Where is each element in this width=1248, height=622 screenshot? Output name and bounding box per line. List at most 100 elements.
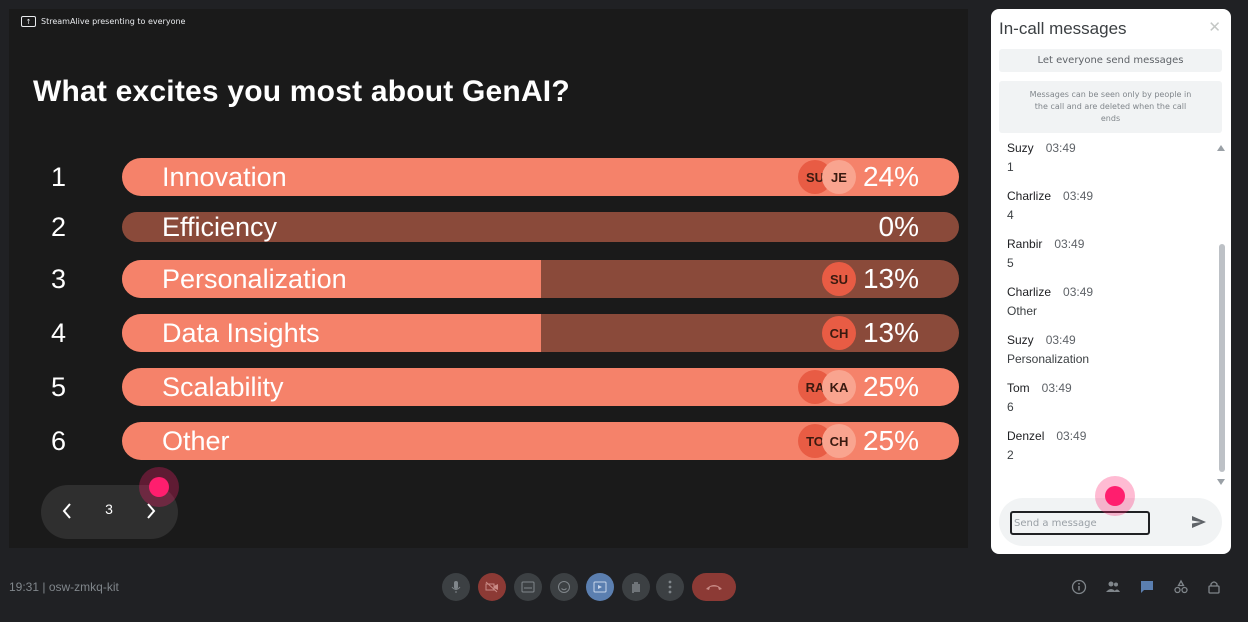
poll-option-number: 4 [51,317,67,348]
captions-button[interactable] [514,573,542,601]
voter-avatar: SU [822,262,856,296]
scroll-up-arrow[interactable] [1217,145,1225,151]
scroll-down-arrow[interactable] [1217,479,1225,485]
voter-avatar: CH [822,316,856,350]
poll-option-row: 1 Innovation SU JE 24% [9,158,968,196]
activities-button[interactable] [1172,578,1190,596]
captions-icon [521,581,535,593]
message-text: 5 [1007,256,1014,270]
raise-hand-button[interactable] [622,573,650,601]
voter-avatars: SU [822,262,856,296]
poll-option-row: 4 Data Insights CH 13% [9,314,968,352]
poll-option-bar: Data Insights CH 13% [122,314,959,352]
message-list[interactable]: Suzy 03:49 1 Charlize 03:49 4 Ranbir 03:49 5 Char… [991,135,1216,483]
chat-message: Denzel 03:49 2 [1007,427,1086,462]
present-screen-icon: ↑ [21,16,36,27]
message-text: 1 [1007,160,1014,174]
allow-messages-toggle[interactable]: Let everyone send messages [999,49,1222,72]
chevron-right-icon [147,503,156,519]
chat-message: Tom 03:49 6 [1007,379,1072,414]
chat-message: Ranbir 03:49 5 [1007,235,1084,270]
voter-avatar: CH [822,424,856,458]
poll-option-label: Other [162,425,230,456]
click-indicator [139,467,179,507]
poll-option-row: 6 Other TO CH 25% [9,422,968,460]
message-input[interactable] [1010,511,1150,535]
poll-option-bar: Personalization SU 13% [122,260,959,298]
next-slide-button[interactable] [139,499,163,523]
poll-option-row: 5 Scalability RA KA 25% [9,368,968,406]
present-button[interactable] [586,573,614,601]
send-icon [1192,516,1206,528]
poll-option-bar: Innovation SU JE 24% [122,158,959,196]
message-sender: Ranbir [1007,237,1043,251]
prev-slide-button[interactable] [55,499,79,523]
presenter-indicator: ↑ StreamAlive presenting to everyone [21,16,185,27]
info-icon [1071,579,1087,595]
close-icon: ✕ [1208,19,1221,36]
poll-option-label: Data Insights [162,317,320,348]
chat-button[interactable] [1138,578,1156,596]
chat-title: In-call messages [999,19,1127,38]
meeting-info: 19:31 | osw-zmkq-kit [9,580,119,594]
present-icon [593,581,607,593]
chat-message: Charlize 03:49 Other [1007,283,1093,318]
message-text: 2 [1007,448,1014,462]
poll-option-label: Efficiency [162,212,278,242]
message-sender: Suzy [1007,333,1034,347]
people-button[interactable] [1104,578,1122,596]
poll-option-label: Innovation [162,161,287,192]
leave-call-button[interactable] [692,573,736,601]
poll-option-percent: 24% [862,161,919,192]
voter-avatar: KA [822,370,856,404]
close-chat-button[interactable]: ✕ [1208,18,1221,36]
message-time: 03:49 [1054,237,1085,251]
poll-option-number: 5 [51,371,67,402]
poll-option-row: 2 Efficiency 0% [9,212,968,242]
emoji-icon [558,581,570,593]
message-sender: Denzel [1007,429,1045,443]
chat-message: Suzy 03:49 1 [1007,139,1076,174]
host-controls-icon [1208,581,1220,594]
presenter-label: StreamAlive presenting to everyone [41,17,186,26]
chat-panel: In-call messages ✕ Let everyone send mes… [991,9,1231,554]
poll-option-fill [122,314,541,352]
poll-option-percent: 13% [862,317,919,348]
message-time: 03:49 [1063,189,1094,203]
poll-option-percent: 13% [862,263,919,294]
message-time: 03:49 [1041,381,1072,395]
poll-option-bar: Efficiency 0% [122,212,959,242]
leave-call-icon [706,585,722,590]
poll-option-bar: Other TO CH 25% [122,422,959,460]
scrollbar-thumb[interactable] [1219,244,1225,472]
mic-icon [451,581,461,593]
camera-button[interactable] [478,573,506,601]
voter-avatars: TO CH [798,424,856,458]
poll-option-bar: Scalability RA KA 25% [122,368,959,406]
poll-option-number: 2 [51,211,67,242]
more-options-button[interactable] [656,573,684,601]
mic-button[interactable] [442,573,470,601]
poll-option-percent: 0% [878,212,919,242]
poll-option-percent: 25% [862,425,919,456]
message-sender: Suzy [1007,141,1034,155]
poll-option-number: 3 [51,263,67,294]
call-controls-bar: 19:31 | osw-zmkq-kit [0,556,1248,622]
message-time: 03:49 [1045,333,1076,347]
host-controls-button[interactable] [1205,578,1223,596]
activities-icon [1174,579,1188,594]
reactions-button[interactable] [550,573,578,601]
poll-question: What excites you most about GenAI? [33,75,570,108]
message-text: 6 [1007,400,1014,414]
poll-option-row: 3 Personalization SU 13% [9,260,968,298]
message-sender: Charlize [1007,285,1052,299]
meeting-details-button[interactable] [1070,578,1088,596]
chat-info-notice: Messages can be seen only by people in t… [999,81,1222,133]
poll-option-label: Personalization [162,263,347,294]
send-button[interactable] [1190,513,1208,531]
more-icon [668,580,672,594]
presentation-stage: ↑ StreamAlive presenting to everyone Wha… [9,9,968,548]
chevron-left-icon [62,503,71,519]
poll-option-number: 6 [51,425,67,456]
message-text: 4 [1007,208,1014,222]
